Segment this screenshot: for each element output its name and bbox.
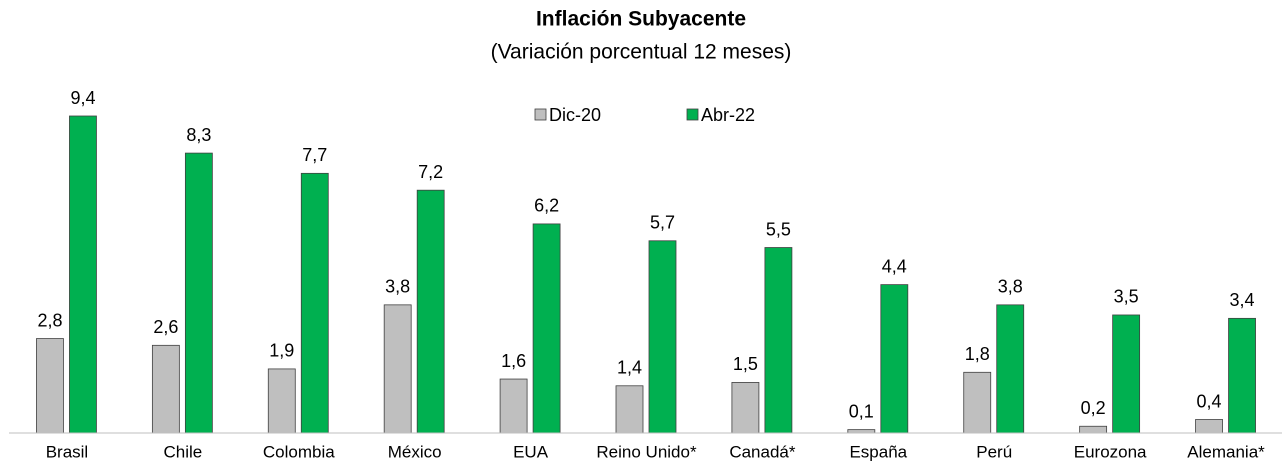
bar <box>383 304 412 434</box>
bar <box>615 385 644 434</box>
bar <box>151 344 180 434</box>
x-tick-label: EUA <box>513 442 549 461</box>
bar <box>1195 419 1223 434</box>
x-tick-label: México <box>388 442 442 461</box>
bar <box>532 223 561 434</box>
bar <box>996 304 1025 434</box>
chart-title: Inflación Subyacente <box>536 8 746 31</box>
bar <box>1228 317 1256 434</box>
value-label: 2,6 <box>153 317 178 337</box>
value-label: 6,2 <box>534 196 559 216</box>
bar <box>1112 314 1141 434</box>
bar <box>267 368 296 434</box>
x-tick-label: Eurozona <box>1074 442 1147 461</box>
bar <box>184 152 213 434</box>
bar <box>69 115 97 434</box>
x-tick-label: Reino Unido* <box>596 442 697 461</box>
value-label: 0,1 <box>849 401 874 421</box>
chart-subtitle: (Variación porcentual 12 meses) <box>491 41 792 64</box>
value-label: 2,8 <box>37 310 62 330</box>
value-label: 1,5 <box>733 354 758 374</box>
x-tick-label: Canadá* <box>729 442 796 461</box>
bar <box>764 247 793 434</box>
value-label: 5,7 <box>650 213 675 233</box>
bar <box>880 284 909 434</box>
value-label: 5,5 <box>766 219 791 239</box>
value-label: 3,8 <box>998 277 1023 297</box>
value-label: 7,2 <box>418 162 443 182</box>
x-tick-label: Colombia <box>263 442 335 461</box>
value-label: 1,6 <box>501 351 526 371</box>
bar <box>36 338 64 434</box>
value-label: 1,4 <box>617 358 642 378</box>
value-label: 7,7 <box>302 145 327 165</box>
value-label: 4,4 <box>882 256 907 276</box>
bar <box>847 429 876 434</box>
legend-swatch <box>686 108 699 121</box>
value-label: 3,4 <box>1230 290 1255 310</box>
value-label: 0,4 <box>1197 391 1222 411</box>
value-label: 3,8 <box>385 277 410 297</box>
bar <box>499 378 528 434</box>
value-label: 3,5 <box>1114 287 1139 307</box>
value-label: 0,2 <box>1081 398 1106 418</box>
bar <box>648 240 677 434</box>
legend-swatch <box>534 108 547 121</box>
x-tick-label: Chile <box>163 442 202 461</box>
legend-label: Abr-22 <box>701 105 755 125</box>
bar <box>1079 425 1108 434</box>
value-label: 1,9 <box>269 341 294 361</box>
value-label: 8,3 <box>186 125 211 145</box>
x-tick-label: España <box>849 442 907 461</box>
x-tick-label: Alemania* <box>1187 442 1265 461</box>
bar <box>731 382 760 434</box>
legend-label: Dic-20 <box>549 105 601 125</box>
bar <box>416 189 445 434</box>
value-label: 9,4 <box>70 88 95 108</box>
value-label: 1,8 <box>965 344 990 364</box>
bar <box>300 172 329 434</box>
x-tick-label: Perú <box>976 442 1012 461</box>
bar <box>963 371 992 434</box>
x-tick-label: Brasil <box>46 442 89 461</box>
